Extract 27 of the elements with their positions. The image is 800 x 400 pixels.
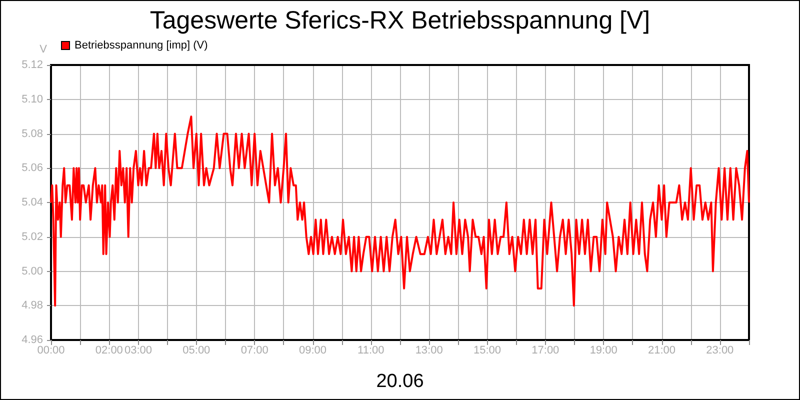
y-tick-label: 5.02 (22, 230, 43, 243)
x-tick-label: 00:00 (37, 344, 65, 356)
x-tick-label: 17:00 (532, 344, 560, 356)
y-tick-label: 5.04 (22, 196, 43, 208)
x-tick-label: 05:00 (182, 344, 210, 356)
y-tick-label: 4.98 (22, 300, 43, 312)
y-tick-label: 5.00 (22, 265, 43, 278)
x-tick-label: 13:00 (415, 344, 443, 356)
y-tick-label: 5.08 (22, 128, 43, 140)
x-tick-label: 03:00 (124, 344, 152, 356)
x-axis-title: 20.06 (376, 371, 424, 392)
x-tick-label: 19:00 (590, 344, 618, 356)
y-tick-label: 5.12 (22, 59, 43, 71)
x-tick-label: 21:00 (648, 344, 676, 356)
chart-title: Tageswerte Sferics-RX Betriebsspannung [V] (150, 6, 650, 34)
y-tick-label: 5.10 (22, 93, 43, 106)
x-tick-label: 09:00 (298, 344, 327, 356)
y-tick-label: 5.06 (22, 162, 43, 174)
x-tick-label: 02:00 (95, 344, 123, 356)
x-tick-label: 15:00 (473, 344, 502, 356)
legend-label: Betriebsspannung [imp] (V) (74, 40, 208, 52)
x-tick-label: 23:00 (706, 344, 734, 356)
y-tick-label: 4.96 (22, 334, 43, 346)
y-axis-title: V (40, 44, 48, 56)
x-tick-label: 07:00 (240, 344, 268, 356)
x-tick-label: 11:00 (358, 344, 384, 356)
line-series (50, 116, 750, 307)
